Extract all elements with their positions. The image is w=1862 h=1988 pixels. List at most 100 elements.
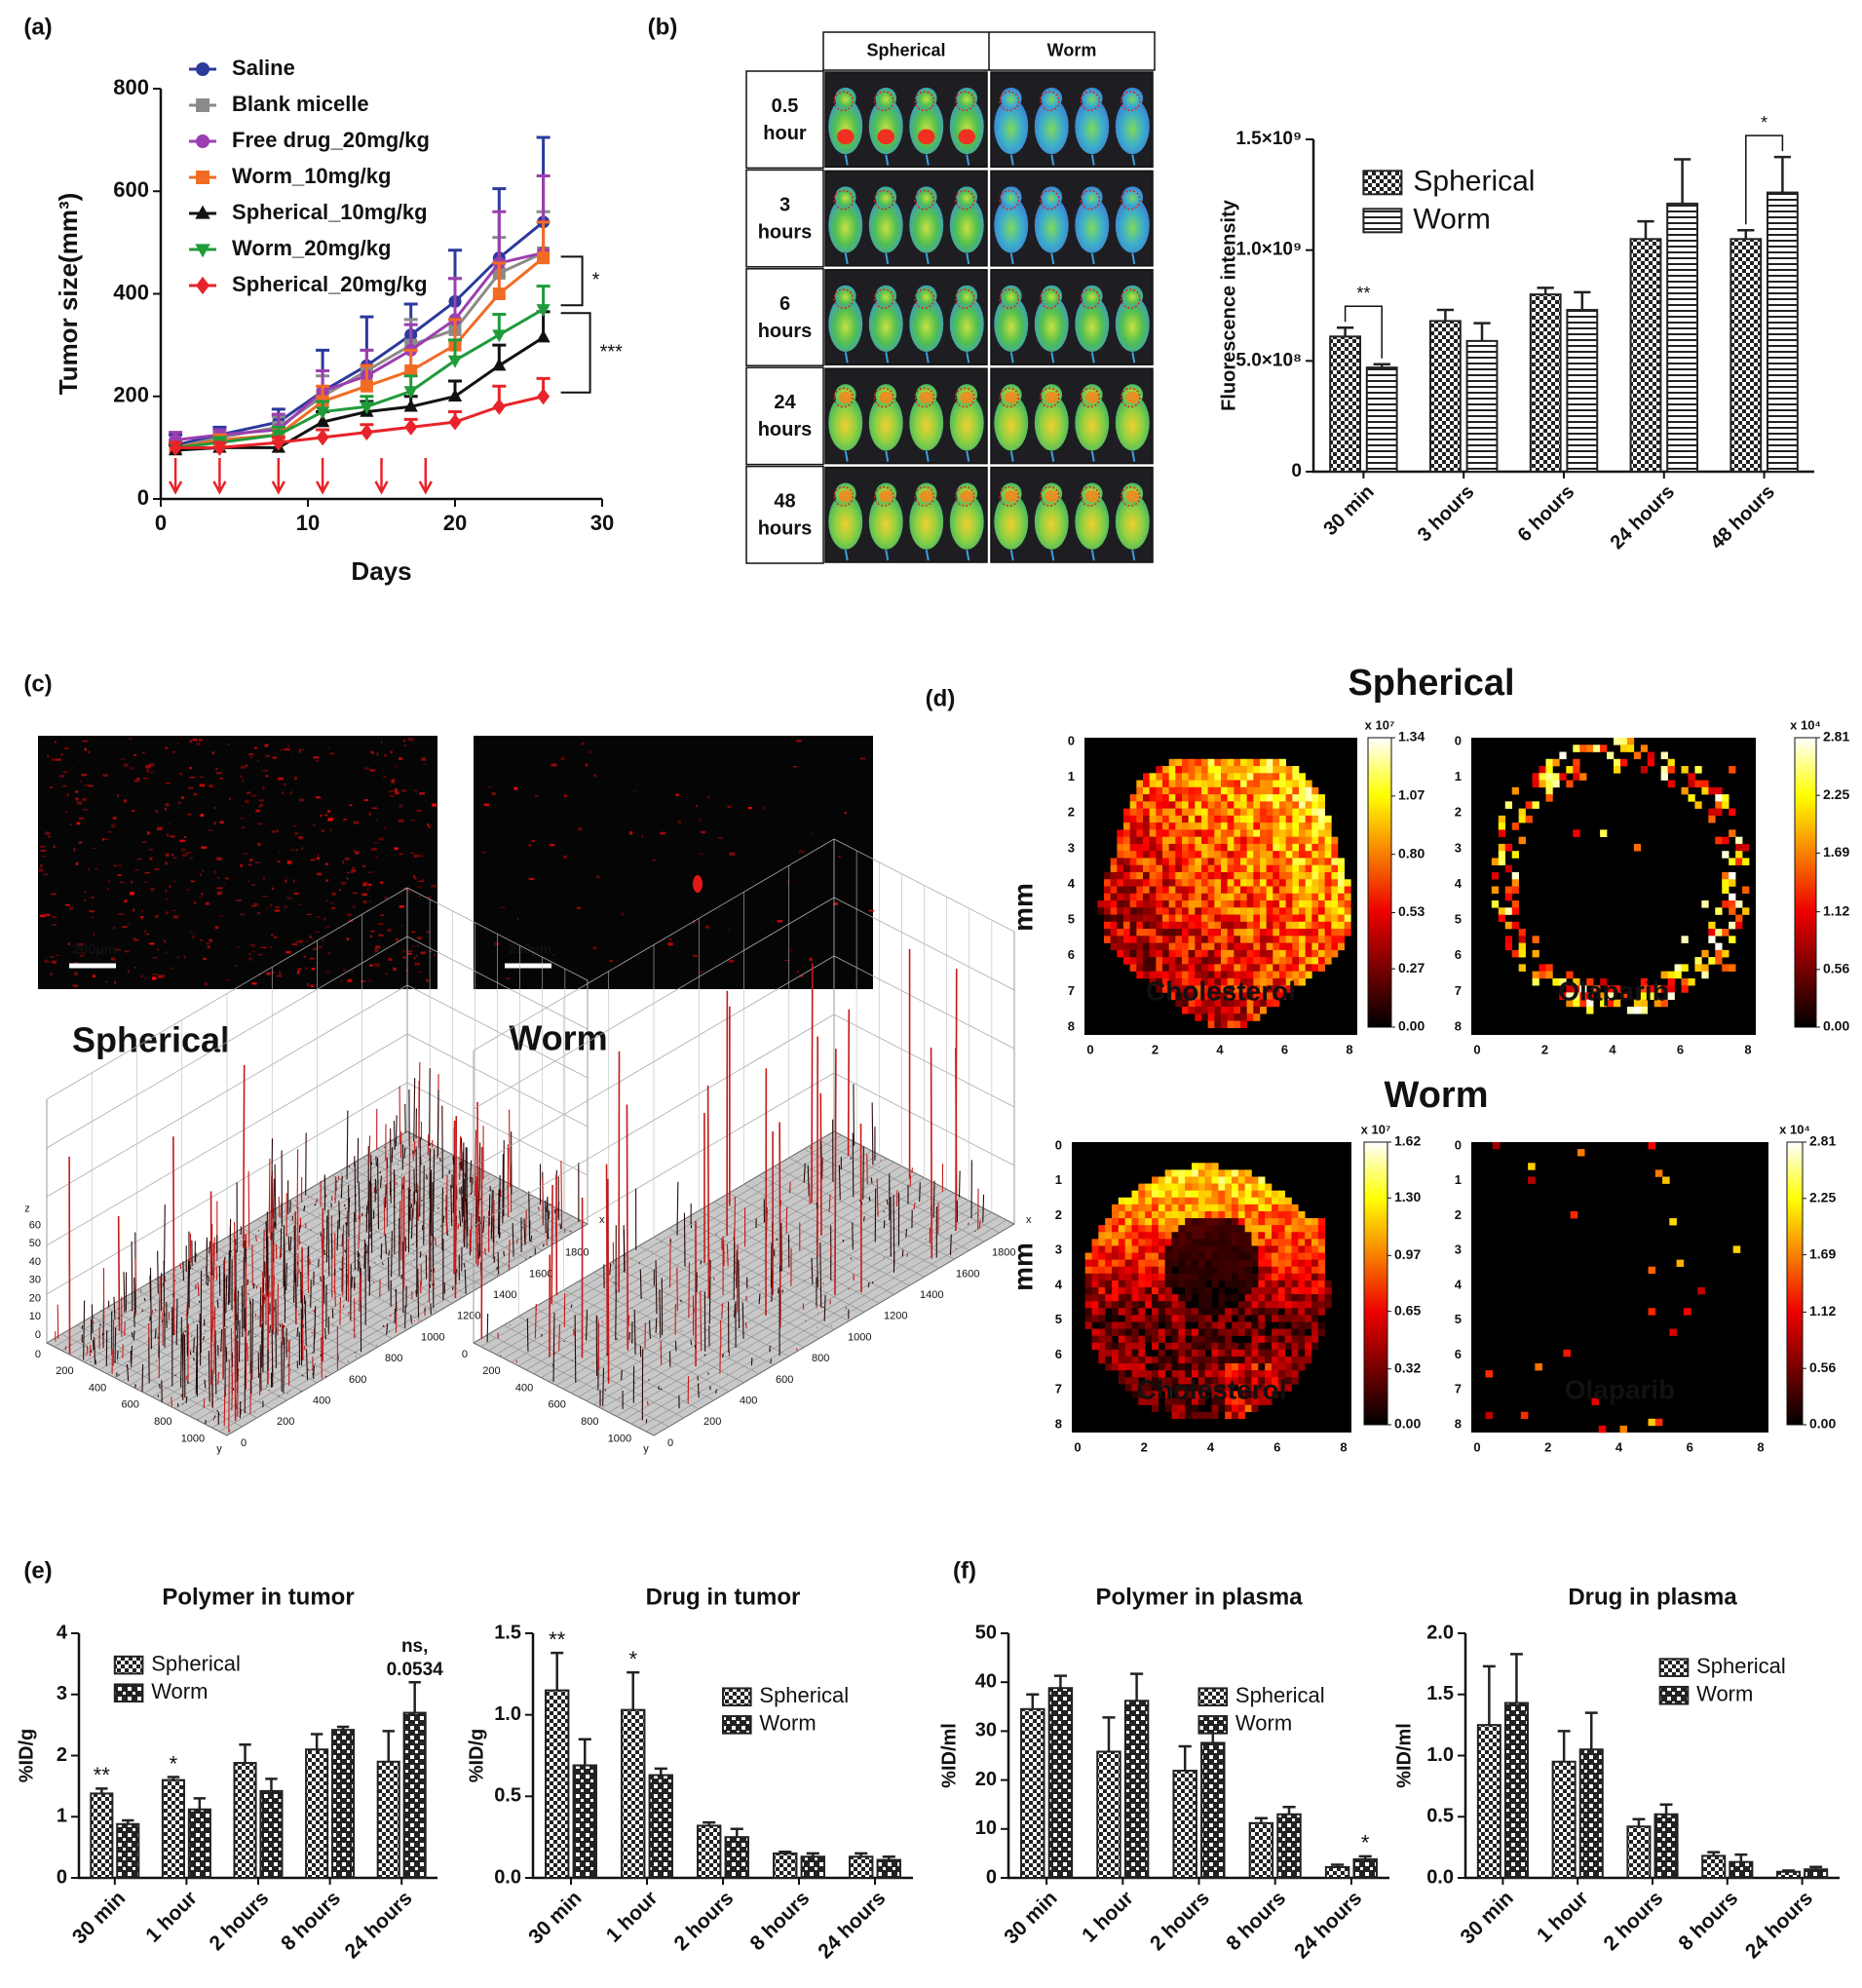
- heatmap-pixel: [1221, 794, 1228, 802]
- surface-spike: [381, 1262, 384, 1266]
- heatmap-pixel: [1218, 1335, 1226, 1344]
- heatmap-pixel: [1277, 1335, 1285, 1344]
- heatmap-pixel: [1178, 1335, 1186, 1344]
- heatmap-pixel: [1201, 794, 1208, 802]
- heatmap-pixel: [1344, 900, 1351, 908]
- heatmap-pixel: [1201, 851, 1208, 859]
- y-tick-label: 0: [137, 485, 149, 510]
- speck: [289, 849, 294, 851]
- y-tick-label: 4: [1455, 876, 1463, 891]
- heatmap-pixel: [1211, 1190, 1219, 1199]
- heatmap-pixel: [1305, 886, 1312, 895]
- heatmap-pixel: [1118, 1245, 1125, 1253]
- surface-spike: [655, 1318, 658, 1333]
- speck: [200, 776, 204, 778]
- heatmap-pixel: [1681, 985, 1689, 993]
- speck: [113, 926, 116, 930]
- heatmap-pixel: [1232, 1204, 1239, 1212]
- heatmap-pixel: [1138, 1204, 1146, 1212]
- speck: [147, 831, 150, 835]
- heatmap-pixel: [1207, 851, 1215, 859]
- heatmap-pixel: [1171, 1259, 1179, 1268]
- heatmap-pixel: [1258, 1342, 1266, 1351]
- surface-spike: [829, 1299, 831, 1305]
- heatmap-pixel: [1168, 936, 1176, 943]
- heatmap-pixel: [1244, 1384, 1252, 1392]
- heatmap-pixel: [1168, 886, 1176, 895]
- heatmap-pixel: [1185, 1363, 1193, 1371]
- hotspot: [958, 129, 975, 145]
- heatmap-pixel: [1207, 808, 1215, 817]
- heatmap-pixel: [1258, 1391, 1266, 1398]
- heatmap-pixel: [1156, 977, 1163, 986]
- heatmap-pixel: [1136, 829, 1144, 837]
- heatmap-pixel: [1124, 1252, 1132, 1260]
- heatmap-pixel: [1715, 808, 1723, 817]
- heatmap-pixel: [1253, 879, 1261, 887]
- mouse-body: [1115, 296, 1150, 352]
- heatmap-pixel: [1195, 808, 1202, 817]
- heatmap-pixel: [1098, 1328, 1106, 1336]
- heatmap-pixel: [1104, 936, 1111, 943]
- surface-spike: [508, 1240, 511, 1270]
- heatmap-pixel: [1188, 801, 1196, 809]
- speck: [810, 831, 813, 835]
- surface-spike: [131, 1241, 133, 1312]
- mouse-tail: [1009, 549, 1014, 561]
- surface-spike: [337, 1175, 340, 1181]
- speck: [373, 963, 380, 966]
- bar: [800, 1855, 825, 1880]
- speck: [154, 868, 160, 870]
- surface-spike: [455, 1268, 458, 1273]
- heatmap-pixel: [1195, 942, 1202, 951]
- error-bar: [193, 1797, 207, 1810]
- mouse-tail: [1131, 352, 1136, 363]
- speck: [717, 837, 724, 839]
- speck: [378, 934, 383, 937]
- heatmap-pixel: [1138, 1342, 1146, 1351]
- heatmap-pixel: [1185, 1239, 1193, 1246]
- surface-spike: [847, 1009, 851, 1156]
- heatmap-pixel: [1299, 773, 1306, 781]
- heatmap-pixel: [1168, 957, 1176, 965]
- heatmap-pixel: [1240, 907, 1247, 915]
- heatmap-pixel: [1178, 1404, 1186, 1413]
- heatmap-pixel: [1201, 801, 1208, 809]
- speck: [352, 892, 358, 895]
- heatmap-pixel: [1131, 1245, 1139, 1253]
- x-tick-label: 48 hours: [1706, 481, 1779, 554]
- surface-spike: [157, 1250, 159, 1294]
- heatmap-pixel: [1192, 1315, 1199, 1322]
- surface-spike: [259, 1344, 262, 1392]
- speck: [118, 863, 122, 867]
- heatmap-pixel: [1253, 871, 1261, 880]
- heatmap-pixel: [1266, 985, 1273, 993]
- heatmap-pixel: [1279, 893, 1286, 901]
- heatmap-pixel: [1201, 808, 1208, 817]
- heatmap-pixel: [1091, 1315, 1099, 1322]
- mouse-tail: [885, 352, 890, 363]
- heatmap-pixel: [1277, 1315, 1285, 1322]
- heatmap-pixel: [1110, 914, 1118, 923]
- heatmap-pixel: [1311, 886, 1319, 895]
- surface-spike: [141, 1363, 144, 1392]
- heatmap-pixel: [1722, 801, 1729, 809]
- heatmap-pixel: [1532, 773, 1539, 781]
- heatmap-pixel: [1182, 949, 1189, 958]
- heatmap-pixel: [1318, 886, 1325, 895]
- heatmap-pixel: [1251, 1225, 1259, 1233]
- heatmap-pixel: [1118, 1349, 1125, 1357]
- surface-spike: [697, 1383, 700, 1398]
- heatmap-pixel: [1331, 900, 1339, 908]
- heatmap-pixel: [1266, 893, 1273, 901]
- speck: [369, 900, 371, 902]
- heatmap-pixel: [1240, 992, 1247, 1000]
- surface-spike: [296, 1327, 299, 1337]
- heatmap-pixel: [1277, 1363, 1285, 1371]
- surface-spike: [185, 1375, 188, 1380]
- speck: [796, 970, 800, 974]
- speck: [262, 786, 265, 790]
- surface-spike: [343, 1204, 346, 1207]
- heatmap-pixel: [1279, 808, 1286, 817]
- heatmap-pixel: [1084, 1321, 1092, 1329]
